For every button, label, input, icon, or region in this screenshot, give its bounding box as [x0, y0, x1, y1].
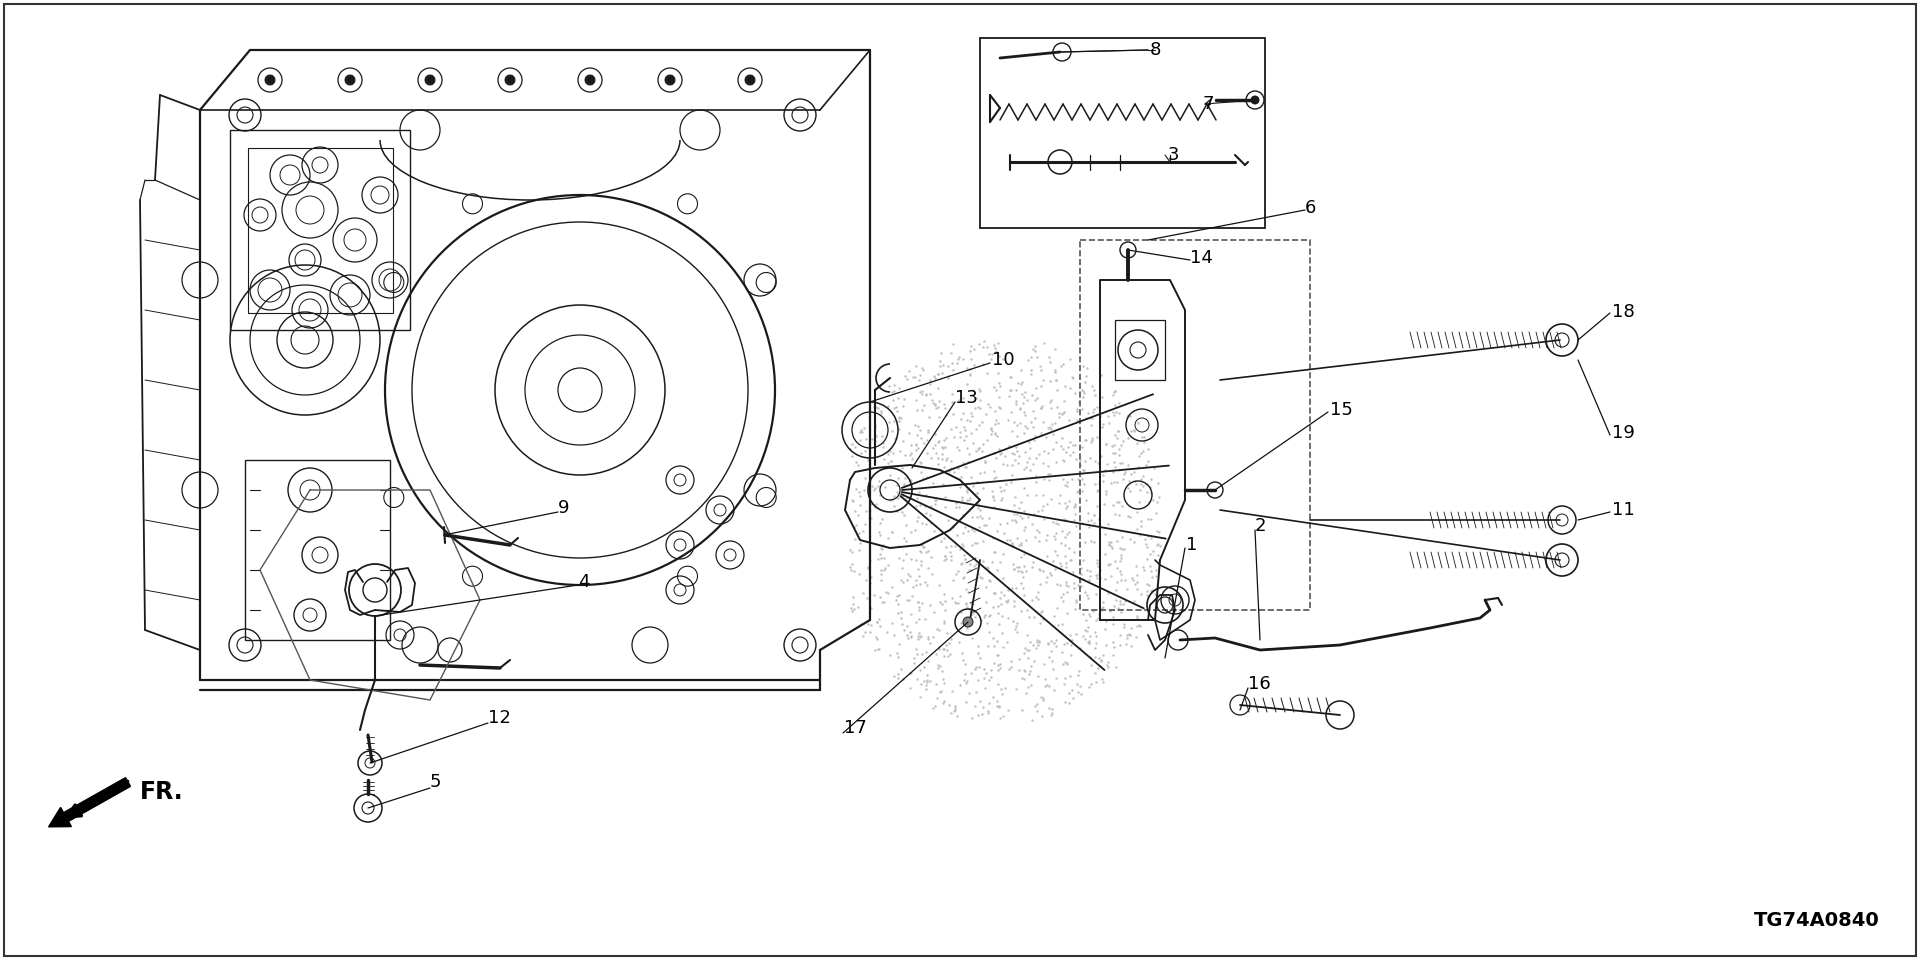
Text: FR.: FR.	[140, 780, 184, 804]
Bar	[230, 130, 411, 330]
FancyArrow shape	[48, 778, 131, 827]
Text: 13: 13	[954, 389, 977, 407]
Circle shape	[424, 75, 436, 85]
Text: 17: 17	[845, 719, 866, 737]
Text: 10: 10	[993, 351, 1014, 369]
Text: 11: 11	[1613, 501, 1634, 519]
Text: 3: 3	[1167, 146, 1179, 164]
Text: 14: 14	[1190, 249, 1213, 267]
Text: 12: 12	[488, 709, 511, 727]
Circle shape	[346, 75, 355, 85]
Circle shape	[745, 75, 755, 85]
Circle shape	[664, 75, 676, 85]
Circle shape	[964, 617, 973, 627]
Text: 6: 6	[1306, 199, 1317, 217]
Text: TG74A0840: TG74A0840	[1755, 910, 1880, 929]
Bar	[1116, 320, 1165, 380]
Text: 2: 2	[1256, 517, 1267, 535]
Bar	[248, 148, 394, 313]
Text: 5: 5	[430, 773, 442, 791]
Text: 8: 8	[1150, 41, 1162, 59]
Text: 18: 18	[1613, 303, 1634, 321]
Text: 1: 1	[1187, 536, 1198, 554]
Bar	[1079, 240, 1309, 610]
Text: 16: 16	[1248, 675, 1271, 693]
Text: 19: 19	[1613, 424, 1634, 442]
Bar	[246, 460, 390, 640]
Text: 4: 4	[578, 573, 589, 591]
Text: 15: 15	[1331, 401, 1354, 419]
Circle shape	[586, 75, 595, 85]
Bar	[979, 38, 1265, 228]
Circle shape	[1252, 96, 1260, 104]
Circle shape	[505, 75, 515, 85]
Circle shape	[265, 75, 275, 85]
Text: 9: 9	[559, 499, 570, 517]
Text: 7: 7	[1202, 95, 1213, 113]
